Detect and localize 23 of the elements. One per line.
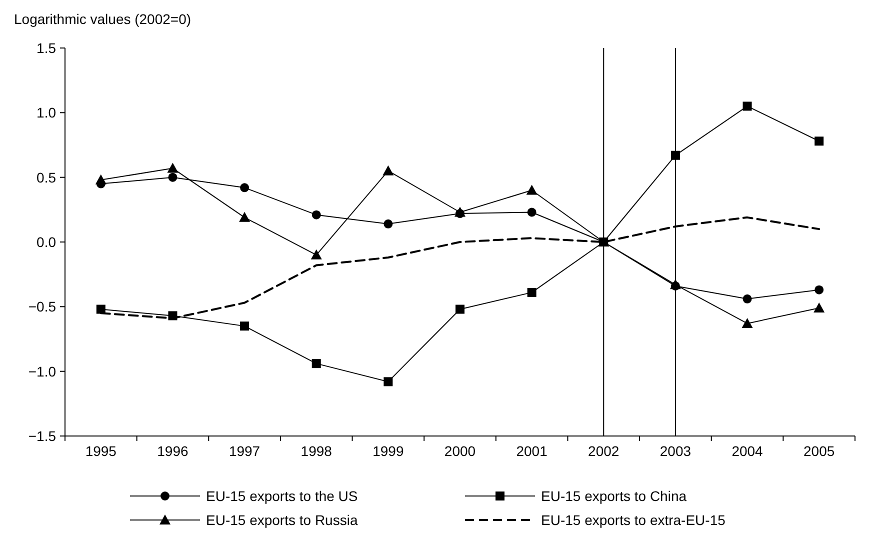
y-tick-label: 0.0 xyxy=(36,234,56,250)
y-tick-label: −1.5 xyxy=(28,428,56,444)
y-tick-label: −0.5 xyxy=(28,298,56,315)
x-tick-label: 2000 xyxy=(444,443,476,459)
y-axis-title: Logarithmic values (2002=0) xyxy=(14,11,192,27)
legend-label: EU-15 exports to extra-EU-15 xyxy=(541,512,726,528)
y-tick-label: 1.5 xyxy=(36,40,56,56)
legend-label: EU-15 exports to the US xyxy=(206,488,358,504)
x-tick-label: 1996 xyxy=(157,443,189,459)
y-tick-label: 0.5 xyxy=(36,169,56,186)
legend-label: EU-15 exports to China xyxy=(541,488,687,504)
x-tick-label: 1999 xyxy=(372,443,404,459)
y-tick-label: 1.0 xyxy=(36,104,56,121)
x-tick-label: 1997 xyxy=(228,443,260,459)
y-tick-label: −1.0 xyxy=(28,363,56,380)
x-tick-label: 2005 xyxy=(804,443,835,459)
x-tick-label: 2003 xyxy=(660,443,692,459)
x-tick-label: 2002 xyxy=(588,443,620,459)
legend-label: EU-15 exports to Russia xyxy=(206,512,358,528)
x-tick-label: 1998 xyxy=(300,443,332,459)
x-tick-label: 1995 xyxy=(85,443,117,459)
x-tick-label: 2004 xyxy=(732,443,764,459)
x-tick-label: 2001 xyxy=(516,443,548,459)
